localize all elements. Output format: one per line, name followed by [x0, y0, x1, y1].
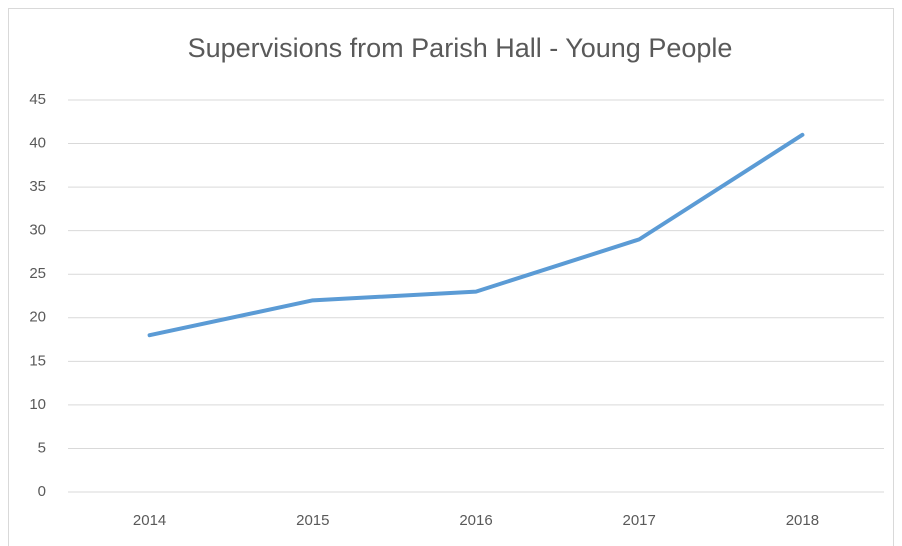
x-tick-label: 2018: [786, 512, 819, 529]
y-tick-label: 5: [38, 439, 46, 456]
y-tick-label: 30: [29, 222, 46, 239]
x-tick-label: 2017: [623, 512, 656, 529]
y-tick-label: 20: [29, 309, 46, 326]
y-tick-label: 45: [29, 91, 46, 108]
x-tick-label: 2015: [296, 512, 329, 529]
y-tick-label: 25: [29, 265, 46, 282]
y-tick-label: 15: [29, 352, 46, 369]
line-series: [147, 132, 805, 338]
chart-frame: [8, 8, 894, 546]
y-tick-label: 35: [29, 178, 46, 195]
y-tick-label: 0: [38, 483, 46, 500]
x-tick-label: 2014: [133, 512, 166, 529]
x-tick-label: 2016: [459, 512, 492, 529]
chart-title: Supervisions from Parish Hall - Young Pe…: [188, 33, 733, 63]
y-tick-label: 10: [29, 396, 46, 413]
y-tick-label: 40: [29, 135, 46, 152]
